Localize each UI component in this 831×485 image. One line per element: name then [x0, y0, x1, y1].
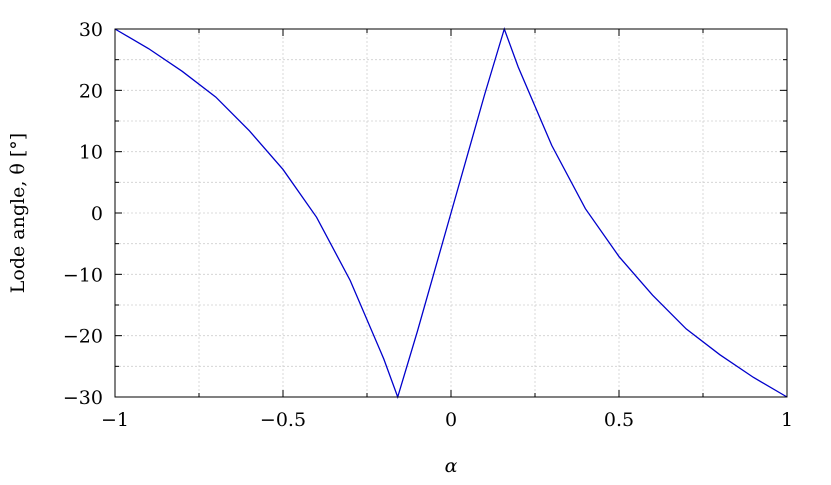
axis-ticks [114, 28, 788, 398]
y-tick-label: 30 [79, 19, 103, 41]
y-tick-labels: 30 20 10 0 −10 −20 −30 [63, 19, 103, 409]
x-tick-label: −1 [101, 409, 129, 431]
y-tick-label: 0 [91, 203, 103, 225]
y-tick-label: −10 [63, 264, 103, 286]
series-layer [114, 26, 788, 400]
x-tick-label: 0 [445, 409, 457, 431]
y-tick-label: 20 [79, 80, 103, 102]
y-tick-label: −20 [63, 326, 103, 348]
x-axis-title: α [445, 455, 458, 477]
y-axis-title: Lode angle, θ [°] [7, 133, 29, 293]
y-tick-label: −30 [63, 387, 103, 409]
x-tick-label: 1 [781, 409, 793, 431]
x-tick-labels: −1 −0.5 0 0.5 1 [101, 409, 793, 431]
x-tick-label: 0.5 [604, 409, 634, 431]
y-tick-label: 10 [79, 142, 103, 164]
series-line [114, 26, 788, 400]
x-tick-label: −0.5 [260, 409, 306, 431]
